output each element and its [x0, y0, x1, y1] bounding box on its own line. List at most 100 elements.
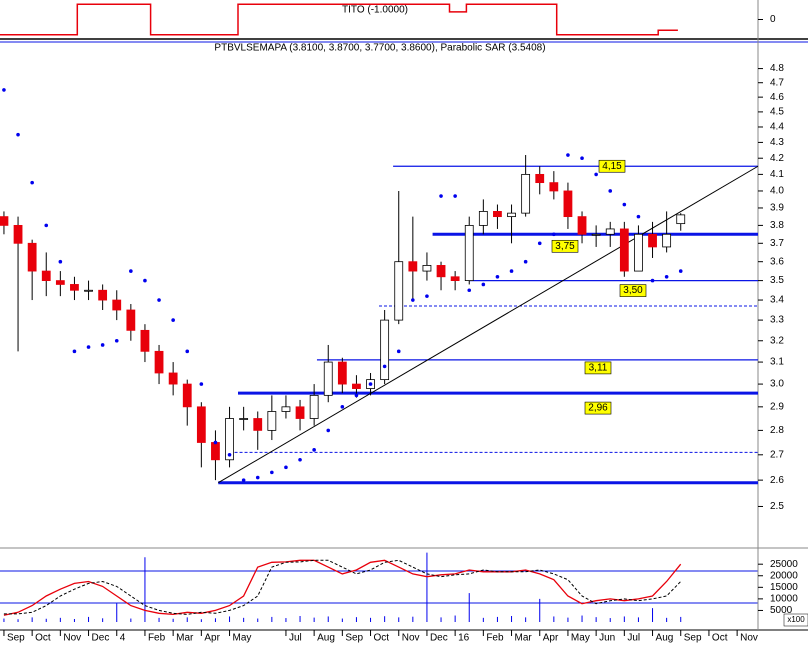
sar-dot	[368, 382, 373, 386]
y-tick-label: 4.4	[770, 122, 784, 133]
level-label-box	[551, 239, 579, 253]
x-tick-label: Jun	[599, 633, 615, 644]
sar-dot	[326, 428, 331, 433]
y-tick-label: 3.6	[770, 256, 784, 267]
x-tick-label: Sep	[345, 633, 363, 644]
candle-body	[323, 361, 333, 396]
sar-dot	[622, 202, 627, 207]
sar-dot	[453, 194, 457, 198]
sar-dot	[143, 278, 147, 283]
sar-dot	[241, 478, 246, 482]
level-label-box	[584, 401, 612, 415]
x-tick-label: Sep	[684, 633, 702, 644]
sar-dot	[439, 194, 443, 198]
x-tick-label: Oct	[712, 633, 728, 644]
candle-body	[676, 214, 686, 225]
sar-dot	[382, 364, 387, 369]
candle-body	[267, 411, 277, 431]
sar-dot	[129, 269, 133, 273]
candle-body	[619, 228, 629, 272]
level-label: 3,11	[589, 363, 608, 374]
y-tick-label: 3.8	[770, 220, 784, 231]
candle-body	[0, 216, 9, 226]
candle-body	[634, 233, 643, 272]
y-tick-label: 4.2	[770, 153, 784, 164]
sar-dot	[270, 470, 274, 475]
level-label-box	[619, 284, 647, 297]
y-tick-label: 4.3	[770, 137, 784, 148]
y-tick-label: 3.3	[770, 315, 784, 326]
level-label: 3,50	[623, 285, 643, 296]
sar-dot	[608, 189, 613, 193]
x-tick-label: 16	[458, 633, 470, 644]
indicator-line	[0, 3, 678, 36]
y-tick-label: 20000	[770, 570, 798, 581]
y-tick-label: 3.1	[770, 357, 784, 368]
sar-dot	[312, 448, 316, 452]
x-tick-label: Aug	[317, 633, 335, 644]
candle-body	[422, 265, 432, 272]
x-tick-label: Mar	[176, 633, 194, 644]
sar-dot	[199, 382, 204, 386]
x-tick-label: Nov	[63, 633, 81, 644]
sar-dot	[467, 288, 472, 293]
sar-dot	[580, 156, 584, 161]
x-tick-label: Mar	[515, 633, 533, 644]
y-tick-label: 2.8	[770, 425, 784, 436]
stochastic-line	[3, 559, 682, 616]
candle-body	[309, 394, 319, 419]
candle-body	[84, 289, 93, 292]
x-tick-label: Feb	[486, 633, 504, 644]
candle-body	[182, 383, 192, 408]
chart-title: PTBVLSEMAPA (3.8100, 3.8700, 3.7700, 3.8…	[214, 43, 545, 54]
candle-body	[450, 276, 460, 281]
x-tick-label: May	[571, 633, 590, 644]
sar-dot	[114, 338, 119, 343]
sar-dot	[58, 259, 63, 264]
x-tick-label: Aug	[656, 633, 674, 644]
candle-body	[295, 406, 305, 419]
y-tick-label: 10000	[770, 594, 798, 605]
sar-dot	[100, 343, 105, 347]
candle-body	[281, 406, 291, 412]
x-tick-label: Oct	[35, 633, 51, 644]
unit-label: x100	[787, 615, 805, 624]
x-tick-label: Sep	[7, 633, 25, 644]
level-label: 4,15	[602, 161, 622, 172]
sar-dot	[552, 232, 556, 237]
candle-body	[126, 309, 136, 331]
x-tick-label: 4	[120, 633, 126, 644]
candle-body	[380, 319, 390, 381]
sar-dot	[213, 440, 218, 445]
sar-dot	[594, 172, 598, 177]
candle-body	[225, 418, 234, 461]
indicator-title: TITO (-1.0000)	[342, 5, 408, 16]
y-tick-label: 25000	[770, 559, 798, 570]
candle-body	[563, 190, 573, 218]
x-tick-label: May	[233, 633, 252, 644]
x-tick-label: Apr	[543, 633, 559, 644]
candle-body	[168, 372, 178, 385]
candle-body	[549, 182, 559, 192]
candle-body	[112, 299, 122, 311]
y-tick-label: 3.7	[770, 238, 784, 249]
sar-dot	[284, 465, 288, 470]
sar-dot	[523, 259, 528, 264]
candle-body	[13, 224, 23, 244]
candle-body	[337, 361, 347, 385]
level-label-box	[598, 159, 626, 173]
level-label: 3,75	[555, 241, 575, 252]
candle-body	[70, 284, 79, 291]
sar-dot	[636, 214, 641, 219]
x-tick-label: Nov	[740, 633, 758, 644]
candle-body	[493, 211, 502, 218]
candle-body	[662, 233, 672, 248]
sar-dot	[157, 298, 161, 302]
y-tick-label: 0	[770, 14, 776, 25]
sar-dot	[481, 282, 486, 287]
y-tick-label: 4.8	[770, 63, 784, 74]
sar-dot	[72, 349, 77, 354]
sar-dot	[509, 269, 514, 273]
candle-body	[408, 261, 418, 272]
